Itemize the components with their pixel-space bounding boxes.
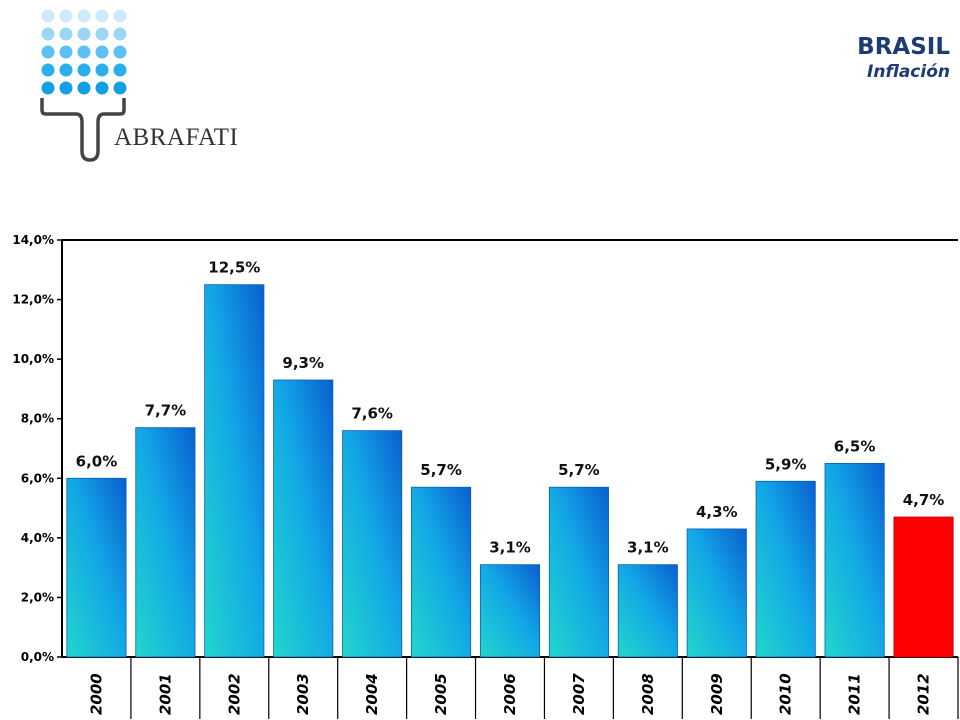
logo-dot: [77, 9, 91, 23]
x-tick-label-2002: 2002: [225, 673, 243, 715]
logo-dot: [59, 27, 73, 41]
y-tick-label: 8,0%: [21, 412, 54, 426]
bar-2003: [273, 379, 334, 658]
chart-labels: 6,0% 2000 7,7% 2001 12,5% 2002 9,3% 2003 7,6% 200…: [76, 259, 945, 715]
bar-2005: [411, 486, 472, 658]
x-tick-label-2003: 2003: [294, 673, 312, 715]
logo-dot: [113, 27, 127, 41]
logo-dot: [77, 81, 91, 95]
x-tick-label-2009: 2009: [708, 673, 726, 715]
logo-dot: [113, 81, 127, 95]
logo-dot: [41, 63, 55, 77]
logo-dot: [41, 45, 55, 59]
data-label-2012: 4,7%: [903, 491, 945, 509]
logo-dot-grid: [41, 9, 127, 95]
y-tick-label: 6,0%: [21, 471, 54, 485]
bar-2002: [204, 284, 265, 658]
bar-2008: [617, 564, 678, 658]
page-title: BRASIL: [857, 34, 950, 60]
logo-dot: [113, 9, 127, 23]
y-tick-label: 12,0%: [12, 293, 54, 307]
y-tick-label: 14,0%: [12, 233, 54, 247]
data-label-2004: 7,6%: [351, 405, 393, 423]
data-label-2011: 6,5%: [834, 437, 876, 455]
bar-2001: [135, 427, 196, 658]
bar-2010: [755, 480, 816, 658]
logo-dot: [41, 27, 55, 41]
logo-dot: [77, 63, 91, 77]
data-label-2009: 4,3%: [696, 503, 738, 521]
logo-dot: [77, 27, 91, 41]
bar-2007: [548, 486, 609, 658]
logo-dot: [41, 9, 55, 23]
x-tick-label-2010: 2010: [777, 673, 795, 715]
bar-2006: [479, 564, 541, 658]
y-tick-label: 0,0%: [21, 650, 54, 664]
logo-dot: [59, 63, 73, 77]
logo-dot: [113, 45, 127, 59]
data-label-2000: 6,0%: [76, 452, 118, 470]
abrafati-logo: [40, 9, 127, 162]
logo-dot: [95, 9, 109, 23]
logo-brush-handle: [40, 98, 126, 162]
x-tick-label-2008: 2008: [639, 673, 657, 715]
bar-2009: [686, 528, 747, 658]
logo-text: ABRAFATI: [114, 124, 239, 151]
bar-2011: [824, 462, 885, 658]
x-tick-label-2005: 2005: [432, 673, 450, 715]
x-tick-label-2012: 2012: [915, 673, 933, 715]
y-tick-label: 2,0%: [21, 590, 54, 604]
data-label-2002: 12,5%: [208, 259, 260, 277]
x-tick-label-2007: 2007: [570, 673, 588, 715]
y-tick-label: 10,0%: [12, 352, 54, 366]
logo-dot: [95, 45, 109, 59]
y-tick-label: 4,0%: [21, 531, 54, 545]
x-tick-label-2006: 2006: [501, 673, 519, 715]
logo-dot: [59, 81, 73, 95]
logo-dot: [59, 45, 73, 59]
logo-dot: [113, 63, 127, 77]
data-label-2006: 3,1%: [489, 539, 531, 557]
logo-dot: [41, 81, 55, 95]
data-label-2010: 5,9%: [765, 455, 807, 473]
bar-2004: [342, 430, 403, 658]
x-tick-label-2011: 2011: [846, 673, 864, 715]
page-subtitle: Inflación: [867, 62, 950, 82]
x-tick-label-2001: 2001: [156, 673, 174, 715]
chart-bars: [66, 284, 954, 658]
data-label-2001: 7,7%: [145, 402, 187, 420]
data-label-2008: 3,1%: [627, 539, 669, 557]
data-label-2007: 5,7%: [558, 461, 600, 479]
logo-dot: [95, 63, 109, 77]
data-label-2005: 5,7%: [420, 461, 462, 479]
logo-dot: [95, 27, 109, 41]
logo-dot: [59, 9, 73, 23]
x-tick-label-2000: 2000: [87, 673, 105, 715]
bar-2012: [893, 516, 954, 658]
logo-dot: [95, 81, 109, 95]
data-label-2003: 9,3%: [282, 354, 324, 372]
logo-dot: [77, 45, 91, 59]
x-tick-label-2004: 2004: [363, 673, 381, 715]
bar-2000: [66, 477, 127, 658]
title-block: BRASIL Inflación: [857, 33, 950, 83]
